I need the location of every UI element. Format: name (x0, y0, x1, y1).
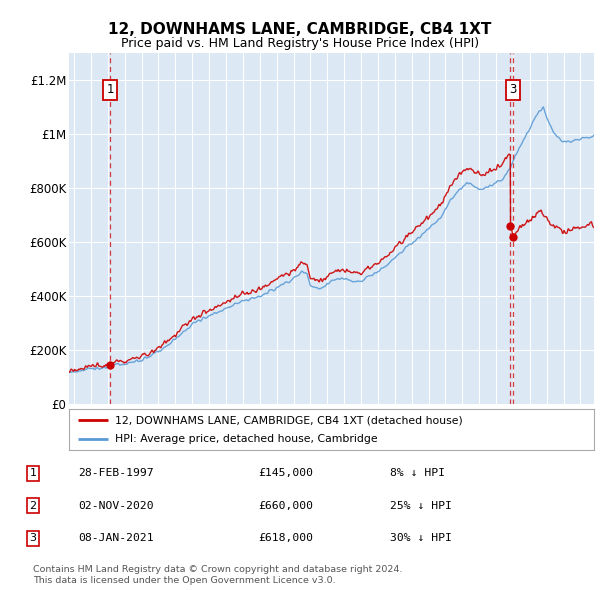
Text: 08-JAN-2021: 08-JAN-2021 (78, 533, 154, 543)
Text: 02-NOV-2020: 02-NOV-2020 (78, 501, 154, 511)
Text: £145,000: £145,000 (258, 468, 313, 478)
Text: Contains HM Land Registry data © Crown copyright and database right 2024.: Contains HM Land Registry data © Crown c… (33, 565, 403, 574)
Text: £660,000: £660,000 (258, 501, 313, 511)
Text: 12, DOWNHAMS LANE, CAMBRIDGE, CB4 1XT (detached house): 12, DOWNHAMS LANE, CAMBRIDGE, CB4 1XT (d… (115, 415, 463, 425)
Text: This data is licensed under the Open Government Licence v3.0.: This data is licensed under the Open Gov… (33, 576, 335, 585)
Text: HPI: Average price, detached house, Cambridge: HPI: Average price, detached house, Camb… (115, 434, 378, 444)
Text: 3: 3 (509, 83, 517, 96)
Text: 1: 1 (107, 83, 114, 96)
Text: 28-FEB-1997: 28-FEB-1997 (78, 468, 154, 478)
Text: 3: 3 (29, 533, 37, 543)
Text: £618,000: £618,000 (258, 533, 313, 543)
Text: 25% ↓ HPI: 25% ↓ HPI (390, 501, 452, 511)
Text: 8% ↓ HPI: 8% ↓ HPI (390, 468, 445, 478)
Text: 1: 1 (29, 468, 37, 478)
Text: 12, DOWNHAMS LANE, CAMBRIDGE, CB4 1XT: 12, DOWNHAMS LANE, CAMBRIDGE, CB4 1XT (109, 22, 491, 37)
Text: 2: 2 (29, 501, 37, 511)
Text: 30% ↓ HPI: 30% ↓ HPI (390, 533, 452, 543)
Text: Price paid vs. HM Land Registry's House Price Index (HPI): Price paid vs. HM Land Registry's House … (121, 37, 479, 50)
